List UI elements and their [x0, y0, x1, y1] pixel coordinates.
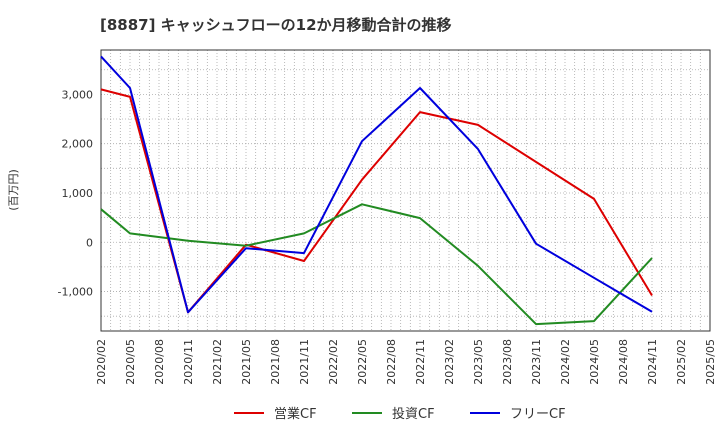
x-tick-label: 2023/02 — [443, 339, 456, 385]
x-tick-label: 2022/11 — [414, 339, 427, 385]
x-tick-label: 2023/08 — [501, 339, 514, 385]
x-tick-label: 2021/11 — [298, 339, 311, 385]
x-tick-label: 2023/05 — [472, 339, 485, 385]
y-tick-label: -1,000 — [58, 286, 93, 299]
x-tick-label: 2020/05 — [124, 339, 137, 385]
x-tick-label: 2020/02 — [95, 339, 108, 385]
legend-label: フリーCF — [510, 407, 566, 422]
plot-frame — [100, 49, 711, 332]
legend: 営業CF 投資CF フリーCF — [234, 406, 566, 422]
y-tick-label: 3,000 — [62, 88, 94, 101]
tick-labels: -1,000 0 1,000 2,000 3,000 2020/02 2020/05 2020… — [58, 88, 717, 384]
x-tick-label: 2020/11 — [182, 339, 195, 385]
x-tick-label: 2024/11 — [646, 339, 659, 385]
grid — [100, 50, 711, 331]
y-tick-label: 1,000 — [62, 187, 94, 200]
x-tick-label: 2022/02 — [327, 339, 340, 385]
x-tick-label: 2025/05 — [704, 339, 717, 385]
x-tick-label: 2022/05 — [356, 339, 369, 385]
series-line — [100, 88, 653, 314]
x-tick-label: 2025/02 — [675, 339, 688, 385]
series-lines — [100, 55, 653, 326]
x-tick-label: 2021/08 — [269, 339, 282, 385]
y-tick-label: 2,000 — [62, 138, 94, 151]
x-tick-label: 2024/05 — [588, 339, 601, 385]
x-tick-label: 2021/05 — [240, 339, 253, 385]
x-tick-label: 2020/08 — [153, 339, 166, 385]
x-tick-label: 2021/02 — [211, 339, 224, 385]
y-tick-label: 0 — [86, 236, 93, 249]
x-tick-label: 2024/08 — [617, 339, 630, 385]
y-axis-label: (百万円) — [7, 169, 20, 211]
series-line — [100, 55, 653, 314]
chart-title: [8887] キャッシュフローの12か月移動合計の推移 — [100, 16, 452, 34]
axes — [100, 49, 711, 332]
x-tick-label: 2023/11 — [530, 339, 543, 385]
x-tick-label: 2024/02 — [559, 339, 572, 385]
legend-label: 投資CF — [392, 406, 435, 422]
x-tick-label: 2022/08 — [385, 339, 398, 385]
legend-label: 営業CF — [274, 406, 317, 422]
